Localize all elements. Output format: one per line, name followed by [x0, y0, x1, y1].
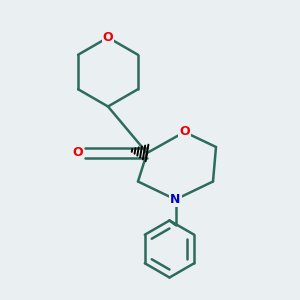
Text: O: O	[73, 146, 83, 160]
Text: O: O	[179, 125, 190, 139]
Text: O: O	[103, 31, 113, 44]
Text: N: N	[170, 193, 181, 206]
